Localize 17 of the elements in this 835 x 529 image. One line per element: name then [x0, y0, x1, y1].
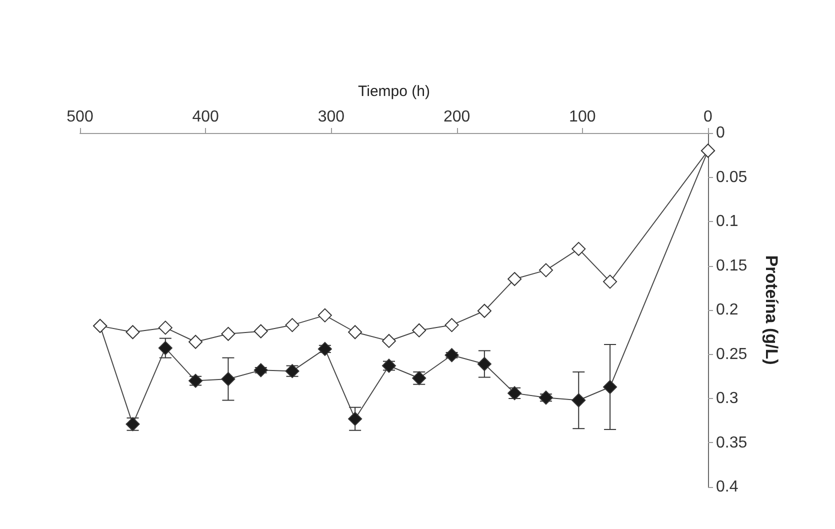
y-tick-label: 0.05: [716, 168, 748, 186]
x-tick-label: 300: [318, 108, 345, 126]
y-tick-label: 0.3: [716, 390, 738, 407]
x-axis-title: Tiempo (h): [358, 83, 430, 100]
x-tick-label: 500: [66, 108, 94, 126]
y-tick-label: 0.15: [716, 257, 748, 274]
y-tick-label: 0.35: [716, 434, 748, 452]
x-tick-label: 400: [192, 108, 220, 126]
x-tick-label: 0: [704, 108, 713, 126]
x-tick-label: 100: [569, 108, 596, 126]
y-tick-label: 0.25: [716, 346, 748, 363]
y-tick-label: 0.1: [716, 213, 738, 230]
y-tick-label: 0.4: [716, 478, 738, 496]
y-tick-label: 0.2: [716, 302, 738, 318]
y-tick-label: 0: [716, 124, 725, 142]
y-axis-title: Proteína (g/L): [762, 255, 781, 365]
x-tick-label: 200: [443, 108, 470, 126]
